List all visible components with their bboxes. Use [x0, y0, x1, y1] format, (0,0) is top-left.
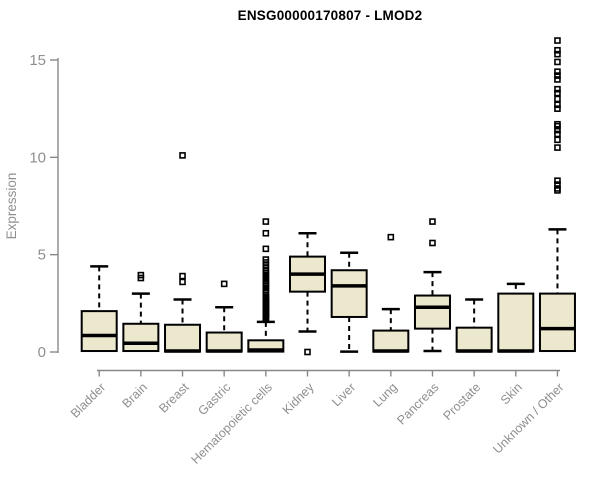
outlier-point [554, 101, 561, 109]
outlier-point [220, 280, 228, 288]
outlier-point [554, 72, 561, 79]
outlier-point [554, 89, 561, 97]
iqr-box [372, 329, 410, 353]
outlier-point [387, 233, 395, 241]
outlier-point [262, 229, 270, 237]
box-unknown-other [538, 37, 576, 353]
y-tick-label: 10 [29, 149, 46, 166]
x-label-prostate: Prostate [440, 380, 483, 423]
x-label-brain: Brain [119, 380, 150, 411]
box-skin [497, 282, 535, 353]
iqr-box [413, 294, 451, 330]
x-label-breast: Breast [156, 380, 192, 416]
box-bladder [80, 265, 118, 353]
chart-title: ENSG00000170807 - LMOD2 [237, 8, 423, 23]
x-label-liver: Liver [329, 380, 358, 409]
outlier-point [554, 105, 561, 112]
outlier-point [554, 37, 561, 44]
outlier-point [554, 130, 561, 138]
outlier-point [429, 218, 436, 225]
x-label-unknown-other: Unknown / Other [490, 380, 566, 456]
box-gastric [205, 280, 243, 353]
outlier-point [554, 68, 561, 75]
box-breast [164, 152, 202, 353]
iqr-box [205, 331, 243, 353]
outlier-point [554, 177, 561, 184]
iqr-box [538, 292, 576, 353]
outlier-point [554, 76, 561, 83]
x-label-gastric: Gastric [195, 380, 233, 418]
outlier-point [554, 181, 561, 188]
outlier-point [262, 245, 270, 253]
outlier-point [137, 271, 145, 279]
outlier-point [554, 136, 561, 144]
x-label-kidney: Kidney [280, 380, 317, 417]
outlier-point [179, 278, 186, 286]
iqr-box [80, 310, 118, 353]
outlier-point [554, 144, 561, 151]
y-tick-label: 15 [29, 52, 46, 69]
outlier-point [429, 239, 436, 247]
box-pancreas [413, 218, 451, 353]
iqr-box [455, 326, 493, 353]
x-label-skin: Skin [498, 380, 525, 407]
outlier-point [554, 58, 561, 66]
outlier-point [262, 218, 270, 225]
outlier-point [262, 256, 270, 263]
iqr-box [330, 269, 368, 318]
outlier-point [554, 120, 561, 128]
box-lung [372, 233, 410, 353]
outlier-point [554, 185, 561, 192]
box-brain [122, 271, 160, 353]
box-kidney [289, 232, 326, 356]
outlier-point [554, 126, 561, 134]
x-label-bladder: Bladder [68, 380, 108, 420]
y-tick-label: 5 [38, 247, 46, 264]
iqr-box [164, 323, 202, 353]
outlier-point [554, 50, 561, 58]
iqr-box [497, 292, 535, 353]
outlier-point [179, 152, 186, 159]
box-hematopoietic-cells [247, 218, 285, 353]
x-label-hematopoietic-cells: Hematopoietic cells [188, 380, 275, 467]
outlier-point [554, 85, 561, 93]
iqr-box [122, 322, 160, 353]
outlier-point [304, 348, 311, 356]
x-label-lung: Lung [370, 380, 400, 410]
y-axis-label: Expression [4, 173, 19, 240]
box-prostate [455, 298, 493, 353]
x-label-pancreas: Pancreas [394, 380, 441, 427]
outlier-point [554, 46, 561, 54]
outlier-point [554, 95, 561, 103]
y-tick-label: 0 [38, 344, 46, 361]
box-liver [330, 251, 368, 353]
outlier-point [179, 272, 186, 280]
